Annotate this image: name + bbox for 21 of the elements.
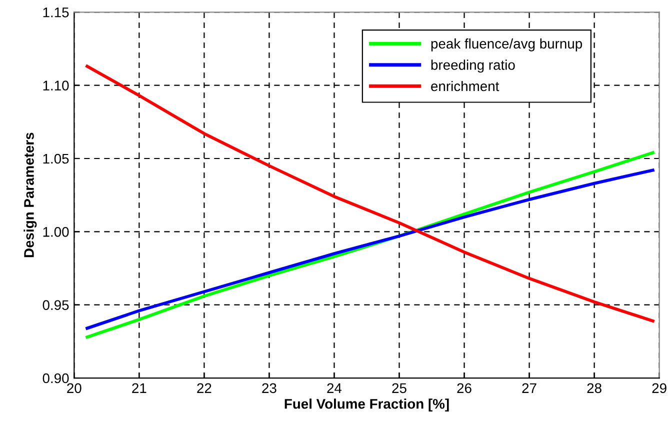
x-axis-title: Fuel Volume Fraction [%]: [284, 398, 449, 412]
y-tick-label: 0.95: [42, 300, 69, 310]
x-tick-label: 27: [522, 383, 536, 393]
x-tick-label: 21: [132, 383, 146, 393]
x-tick-label: 22: [197, 383, 212, 393]
x-tick-label: 24: [327, 383, 342, 393]
y-tick-label: 0.90: [42, 373, 69, 384]
x-tick-label: 29: [652, 383, 666, 394]
legend-label: enrichment: [431, 80, 500, 92]
y-axis-title: Design Parameters: [24, 132, 37, 258]
x-tick-label: 26: [457, 383, 472, 394]
y-tick-label: 1.15: [43, 8, 69, 18]
y-tick-label: 1.05: [43, 154, 69, 164]
y-tick-label: 1.00: [43, 227, 69, 237]
y-tick-label: 1.10: [43, 80, 69, 90]
x-tick-label: 23: [262, 383, 276, 394]
legend-label: peak fluence/avg burnup: [431, 38, 582, 52]
x-tick-label: 28: [587, 383, 602, 394]
legend-label: breeding ratio: [431, 60, 515, 73]
x-tick-label: 20: [67, 383, 82, 394]
x-tick-label: 25: [392, 383, 406, 394]
